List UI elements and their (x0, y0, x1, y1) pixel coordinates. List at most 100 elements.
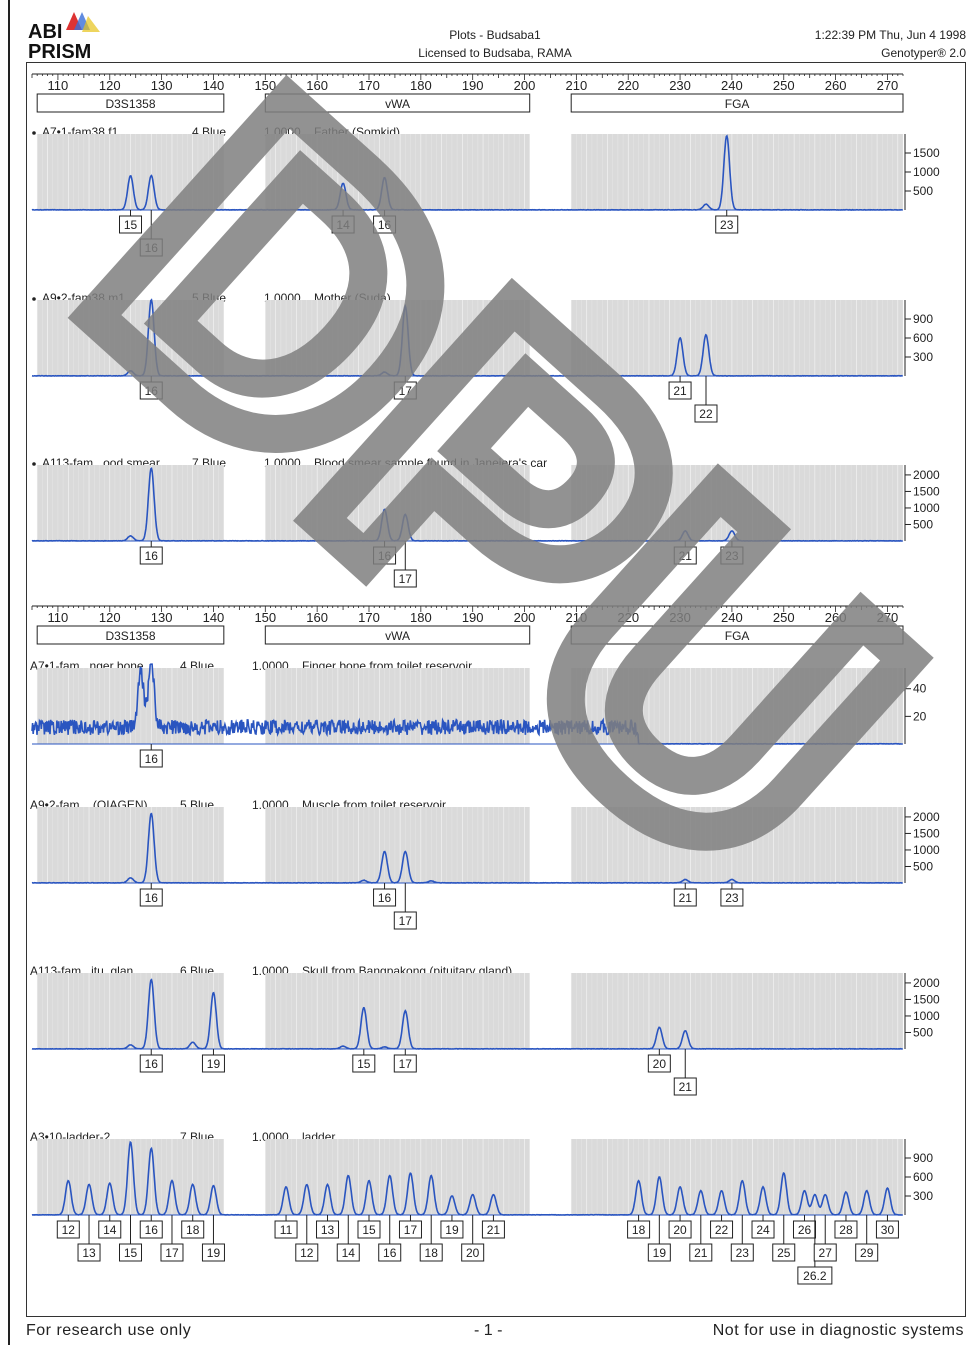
locus-band (571, 300, 903, 376)
allele-box (139, 381, 163, 400)
allele-box (393, 381, 417, 400)
locus-band (265, 668, 530, 744)
allele-label: 16 (145, 384, 159, 398)
locus-label: FGA (725, 629, 750, 643)
locus-box (36, 625, 225, 645)
allele-box (647, 1243, 671, 1262)
page-number: - 1 - (474, 1322, 503, 1339)
scale-tick-label: 150 (254, 610, 276, 625)
y-tick-label: 500 (913, 859, 933, 873)
locus-box (570, 625, 904, 645)
allele-box (139, 546, 163, 565)
allele-box (139, 888, 163, 907)
y-tick-label: 900 (913, 1151, 933, 1165)
allele-label: 18 (425, 1246, 439, 1260)
panel-bullet (32, 462, 36, 466)
allele-label: 16 (145, 891, 159, 905)
locus-band (571, 1139, 903, 1215)
allele-label: 26.2 (803, 1269, 827, 1283)
allele-box (797, 1266, 833, 1285)
scale-tick-label: 190 (462, 78, 484, 93)
allele-box (673, 1077, 697, 1096)
allele-label: 16 (145, 1223, 159, 1237)
allele-label: 19 (445, 1223, 459, 1237)
y-tick-label: 1500 (913, 146, 940, 160)
trace-line (31, 812, 903, 884)
allele-label: 16 (378, 891, 392, 905)
allele-box (393, 1054, 417, 1073)
trace-line (31, 978, 903, 1050)
scale-tick-label: 160 (306, 610, 328, 625)
scale-tick-label: 230 (669, 610, 691, 625)
trace-line (31, 298, 903, 377)
allele-box (331, 215, 355, 234)
allele-label: 11 (280, 1223, 293, 1237)
trace-line (31, 663, 903, 745)
allele-label: 24 (756, 1223, 770, 1237)
allele-box (440, 1220, 464, 1239)
scale-tick-label: 210 (566, 78, 588, 93)
locus-box (36, 93, 225, 113)
allele-box (77, 1243, 101, 1262)
allele-label: 19 (653, 1246, 667, 1260)
allele-box (357, 1220, 381, 1239)
scale-tick-label: 240 (721, 78, 743, 93)
allele-label: 22 (699, 407, 713, 421)
allele-label: 23 (736, 1246, 750, 1260)
y-tick-label: 500 (913, 517, 933, 531)
allele-box (715, 215, 739, 234)
y-tick-label: 1000 (913, 501, 940, 515)
allele-box (419, 1243, 443, 1262)
allele-label: 14 (336, 218, 350, 232)
y-tick-label: 1000 (913, 1009, 940, 1023)
allele-box (668, 381, 692, 400)
allele-label: 22 (715, 1223, 729, 1237)
allele-box (730, 1243, 754, 1262)
y-tick-label: 1500 (913, 484, 940, 498)
scale-tick-label: 130 (151, 78, 173, 93)
locus-band (265, 1139, 530, 1215)
allele-box (139, 238, 163, 257)
allele-box (710, 1220, 734, 1239)
allele-box (378, 1243, 402, 1262)
scale-tick-label: 210 (566, 610, 588, 625)
allele-label: 16 (145, 752, 159, 766)
allele-box (398, 1220, 422, 1239)
allele-label: 21 (679, 891, 693, 905)
allele-box (627, 1220, 651, 1239)
header-center: Plots - Budsaba1 Licensed to Budsaba, RA… (330, 26, 660, 62)
allele-box (772, 1243, 796, 1262)
allele-box (139, 749, 163, 768)
allele-box (160, 1243, 184, 1262)
allele-label: 19 (207, 1057, 221, 1071)
scale-tick-label: 250 (773, 610, 795, 625)
abi-prism-logo: ABI PRISM (28, 12, 100, 62)
allele-label: 21 (679, 1080, 693, 1094)
allele-box (119, 215, 143, 234)
scale-tick-label: 180 (410, 610, 432, 625)
allele-box (352, 1054, 376, 1073)
scale-tick-label: 170 (358, 78, 380, 93)
allele-label: 17 (399, 384, 413, 398)
allele-box (875, 1220, 899, 1239)
allele-label: 25 (777, 1246, 791, 1260)
scale-tick-label: 200 (514, 78, 536, 93)
allele-box (689, 1243, 713, 1262)
software-text: Genotyper® 2.0 (881, 46, 966, 60)
allele-box (201, 1243, 225, 1262)
allele-label: 17 (165, 1246, 179, 1260)
allele-label: 21 (487, 1223, 501, 1237)
allele-label: 15 (124, 1246, 138, 1260)
y-tick-label: 1000 (913, 165, 940, 179)
allele-label: 21 (673, 384, 687, 398)
allele-box (139, 1220, 163, 1239)
y-tick-label: 900 (913, 312, 933, 326)
scale-tick-label: 200 (514, 610, 536, 625)
logo-line-1: ABI (28, 21, 62, 43)
locus-label: D3S1358 (105, 629, 155, 643)
allele-label: 12 (62, 1223, 76, 1237)
panel-bullet (32, 297, 36, 301)
allele-label: 18 (186, 1223, 200, 1237)
datetime-text: 1:22:39 PM Thu, Jun 4 1998 (814, 28, 966, 42)
allele-label: 28 (839, 1223, 853, 1237)
